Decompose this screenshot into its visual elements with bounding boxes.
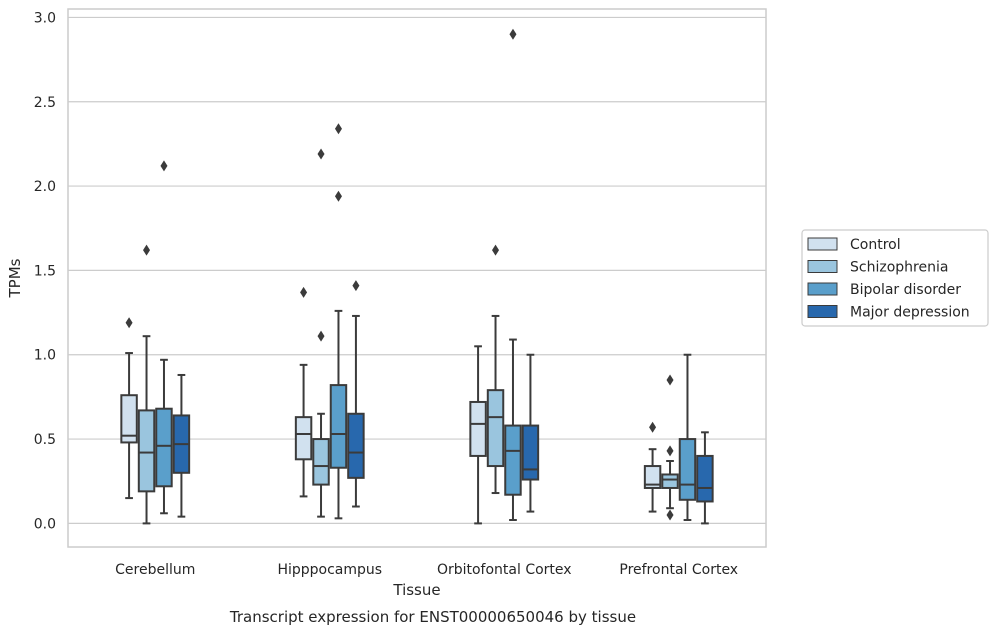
box-iqr [155, 407, 173, 488]
outlier-point [334, 190, 342, 202]
box-0-1 [137, 244, 156, 525]
box-0-0 [120, 317, 138, 500]
box-2-0 [469, 345, 487, 525]
legend-label: Schizophrenia [850, 260, 948, 276]
box-0-3 [172, 373, 191, 518]
box-iqr [678, 438, 697, 501]
outlier-point [352, 280, 360, 292]
legend-label: Control [850, 237, 901, 253]
legend-frame [801, 229, 989, 327]
box-iqr [329, 384, 348, 469]
outlier-point [334, 123, 342, 135]
box-0-2 [155, 160, 173, 515]
legend-swatch [807, 305, 838, 318]
box-iqr [521, 424, 540, 481]
y-tick-label: 1.0 [34, 348, 56, 364]
y-tick-label: 0.5 [34, 432, 56, 448]
outlier-point [317, 148, 325, 160]
box-2-1 [486, 244, 505, 495]
outlier-point [509, 28, 517, 40]
box-iqr [312, 438, 330, 486]
box-1-0 [294, 286, 313, 498]
box-iqr [504, 424, 522, 496]
box-3-2 [678, 353, 697, 522]
outlier-point [649, 421, 657, 433]
outlier-point [666, 374, 674, 386]
x-tick-label: Hipppocampus [277, 562, 382, 578]
x-tick-label: Orbitofontal Cortex [437, 562, 572, 578]
plot-boxes [120, 28, 714, 525]
box-iqr [661, 473, 679, 489]
outlier-point [666, 445, 674, 457]
outlier-point [492, 244, 500, 256]
box-iqr [643, 465, 662, 489]
y-axis-label: TPMs [6, 258, 24, 298]
box-1-3 [347, 280, 365, 508]
box-iqr [137, 409, 156, 493]
outlier-point [300, 286, 308, 298]
legend: Control Schizophrenia Bipolar disorder Majo… [801, 229, 989, 327]
box-iqr [486, 389, 505, 468]
legend-swatch [807, 237, 838, 251]
y-tick-label: 0.0 [34, 516, 56, 532]
outlier-point [160, 160, 168, 172]
box-1-2 [329, 123, 348, 520]
legend-label: Major depression [850, 305, 970, 321]
x-tick-label: Cerebellum [115, 562, 195, 578]
y-tick-label: 2.0 [34, 179, 56, 195]
legend-swatch [807, 282, 838, 296]
plot-frame [67, 8, 767, 548]
box-2-3 [521, 353, 540, 513]
y-tick-label: 1.5 [34, 263, 56, 279]
x-axis-label: Tissue [392, 581, 440, 599]
box-iqr [469, 400, 487, 457]
box-iqr [294, 416, 313, 461]
box-3-3 [696, 431, 714, 525]
outlier-point [143, 244, 151, 256]
y-tick-label: 2.5 [34, 95, 56, 111]
box-iqr [696, 454, 714, 503]
outlier-point [125, 317, 133, 329]
box-iqr [347, 412, 365, 479]
box-iqr [120, 394, 138, 444]
box-3-1 [661, 374, 679, 521]
x-axis-ticks: Cerebellum Hipppocampus Orbitofontal Corte… [115, 562, 738, 578]
y-tick-label: 3.0 [34, 10, 56, 26]
legend-label: Bipolar disorder [850, 282, 961, 298]
box-2-2 [504, 28, 522, 522]
x-tick-label: Prefrontal Cortex [619, 562, 738, 578]
y-axis-ticks: 0.0 0.5 1.0 1.5 2.0 2.5 3.0 [34, 10, 56, 532]
chart-caption: Transcript expression for ENST0000065004… [229, 608, 636, 626]
box-1-1 [312, 148, 330, 518]
outlier-point [317, 330, 325, 342]
legend-swatch [807, 260, 838, 273]
outlier-point [666, 509, 674, 521]
box-3-0 [643, 421, 662, 513]
